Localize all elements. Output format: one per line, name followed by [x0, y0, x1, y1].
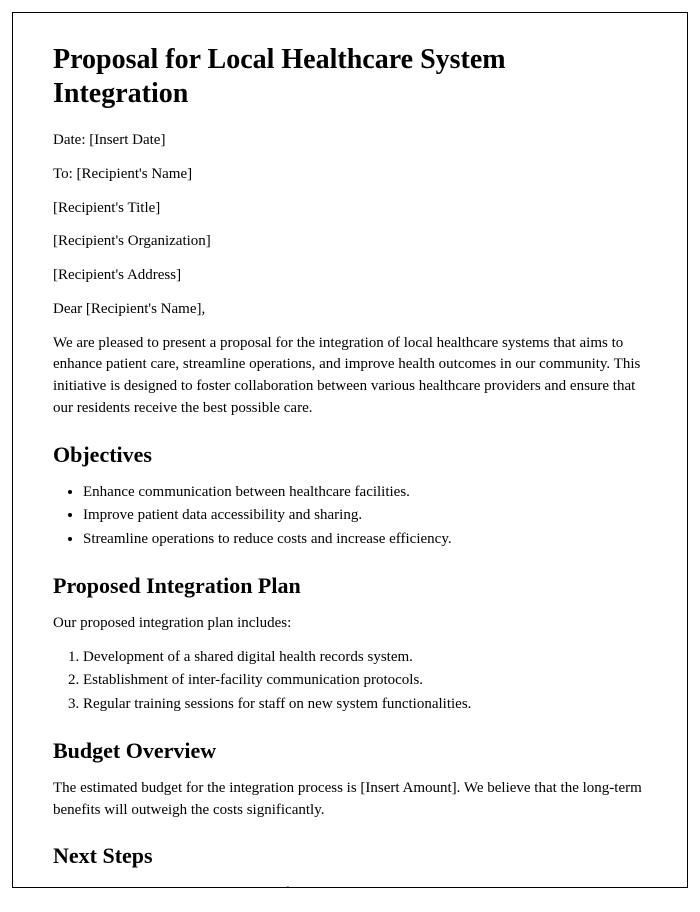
list-item: Development of a shared digital health r…	[83, 647, 647, 669]
to-value: [Recipient's Name]	[77, 166, 193, 182]
objectives-heading: Objectives	[53, 442, 647, 468]
list-item: Streamline operations to reduce costs an…	[83, 529, 647, 551]
next-steps-heading: Next Steps	[53, 843, 647, 869]
document-title: Proposal for Local Healthcare System Int…	[53, 43, 647, 110]
recipient-org: [Recipient's Organization]	[53, 231, 647, 253]
recipient-address: [Recipient's Address]	[53, 265, 647, 287]
date-value: [Insert Date]	[89, 132, 165, 148]
budget-text: The estimated budget for the integration…	[53, 778, 647, 822]
objectives-list: Enhance communication between healthcare…	[83, 482, 647, 551]
list-item: Regular training sessions for staff on n…	[83, 694, 647, 716]
salutation: Dear [Recipient's Name],	[53, 299, 647, 321]
list-item: Establishment of inter-facility communic…	[83, 670, 647, 692]
plan-heading: Proposed Integration Plan	[53, 573, 647, 599]
date-label: Date:	[53, 132, 89, 148]
next-steps-text: We invite you to discuss this proposal f…	[53, 883, 647, 888]
intro-paragraph: We are pleased to present a proposal for…	[53, 333, 647, 420]
plan-intro: Our proposed integration plan includes:	[53, 613, 647, 635]
plan-list: Development of a shared digital health r…	[83, 647, 647, 716]
date-line: Date: [Insert Date]	[53, 130, 647, 152]
to-label: To:	[53, 166, 77, 182]
to-line: To: [Recipient's Name]	[53, 164, 647, 186]
list-item: Enhance communication between healthcare…	[83, 482, 647, 504]
document-page: Proposal for Local Healthcare System Int…	[12, 12, 688, 888]
recipient-title: [Recipient's Title]	[53, 198, 647, 220]
budget-heading: Budget Overview	[53, 738, 647, 764]
list-item: Improve patient data accessibility and s…	[83, 505, 647, 527]
